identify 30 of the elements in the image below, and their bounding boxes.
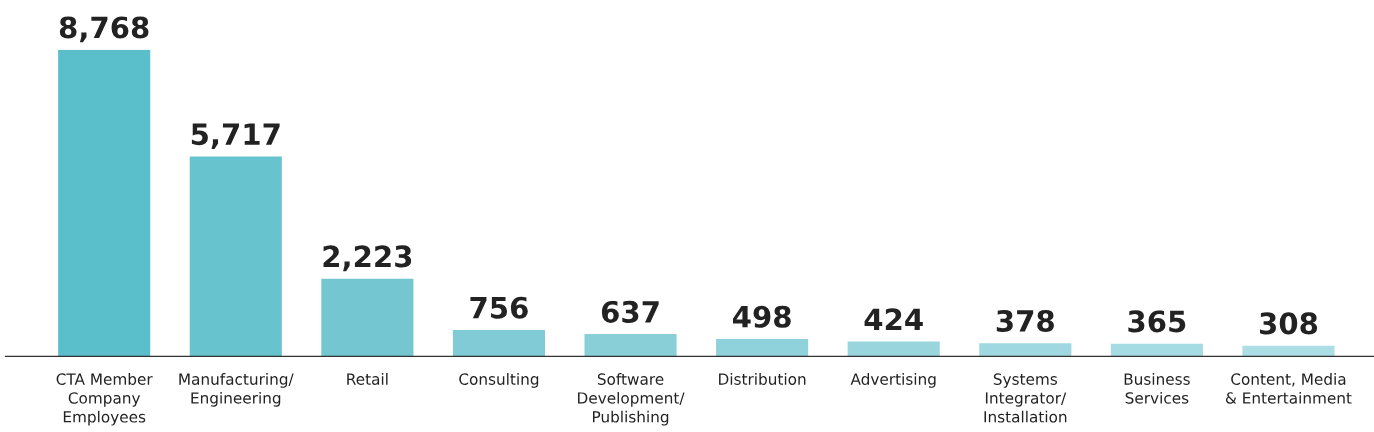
data-label: 2,223 bbox=[323, 245, 412, 272]
x-tick-label: CTA Member Company Employees bbox=[56, 373, 153, 426]
x-tick-label: Distribution bbox=[719, 373, 806, 385]
x-tick-label: Software Development/ Publishing bbox=[578, 373, 685, 426]
x-tick-label: Retail bbox=[347, 373, 388, 385]
bar bbox=[1242, 345, 1335, 357]
bar bbox=[584, 334, 677, 357]
bar bbox=[716, 338, 809, 357]
data-label: 378 bbox=[996, 309, 1054, 332]
data-label: 5,717 bbox=[191, 123, 280, 149]
data-label: 365 bbox=[1128, 310, 1186, 333]
bar bbox=[189, 156, 282, 357]
data-label: 308 bbox=[1259, 312, 1318, 335]
bar bbox=[979, 343, 1072, 357]
x-tick-label: Business Services bbox=[1124, 373, 1190, 404]
data-label: 8,768 bbox=[59, 16, 149, 43]
x-tick-label: Systems Integrator/ Installation bbox=[984, 373, 1067, 423]
bar bbox=[847, 341, 940, 357]
x-tick-label: Advertising bbox=[850, 373, 936, 388]
bar bbox=[452, 329, 545, 357]
bar bbox=[321, 278, 414, 357]
x-tick-label: Content, Media & Entertainment bbox=[1225, 373, 1352, 404]
data-label: 637 bbox=[601, 300, 659, 323]
data-label: 498 bbox=[732, 305, 791, 328]
data-label: 756 bbox=[470, 296, 528, 319]
bar bbox=[58, 49, 151, 357]
data-label: 424 bbox=[864, 308, 923, 330]
bar bbox=[1110, 343, 1203, 357]
x-tick-label: Manufacturing/ Engineering bbox=[179, 373, 294, 407]
x-tick-label: Consulting bbox=[459, 373, 539, 388]
